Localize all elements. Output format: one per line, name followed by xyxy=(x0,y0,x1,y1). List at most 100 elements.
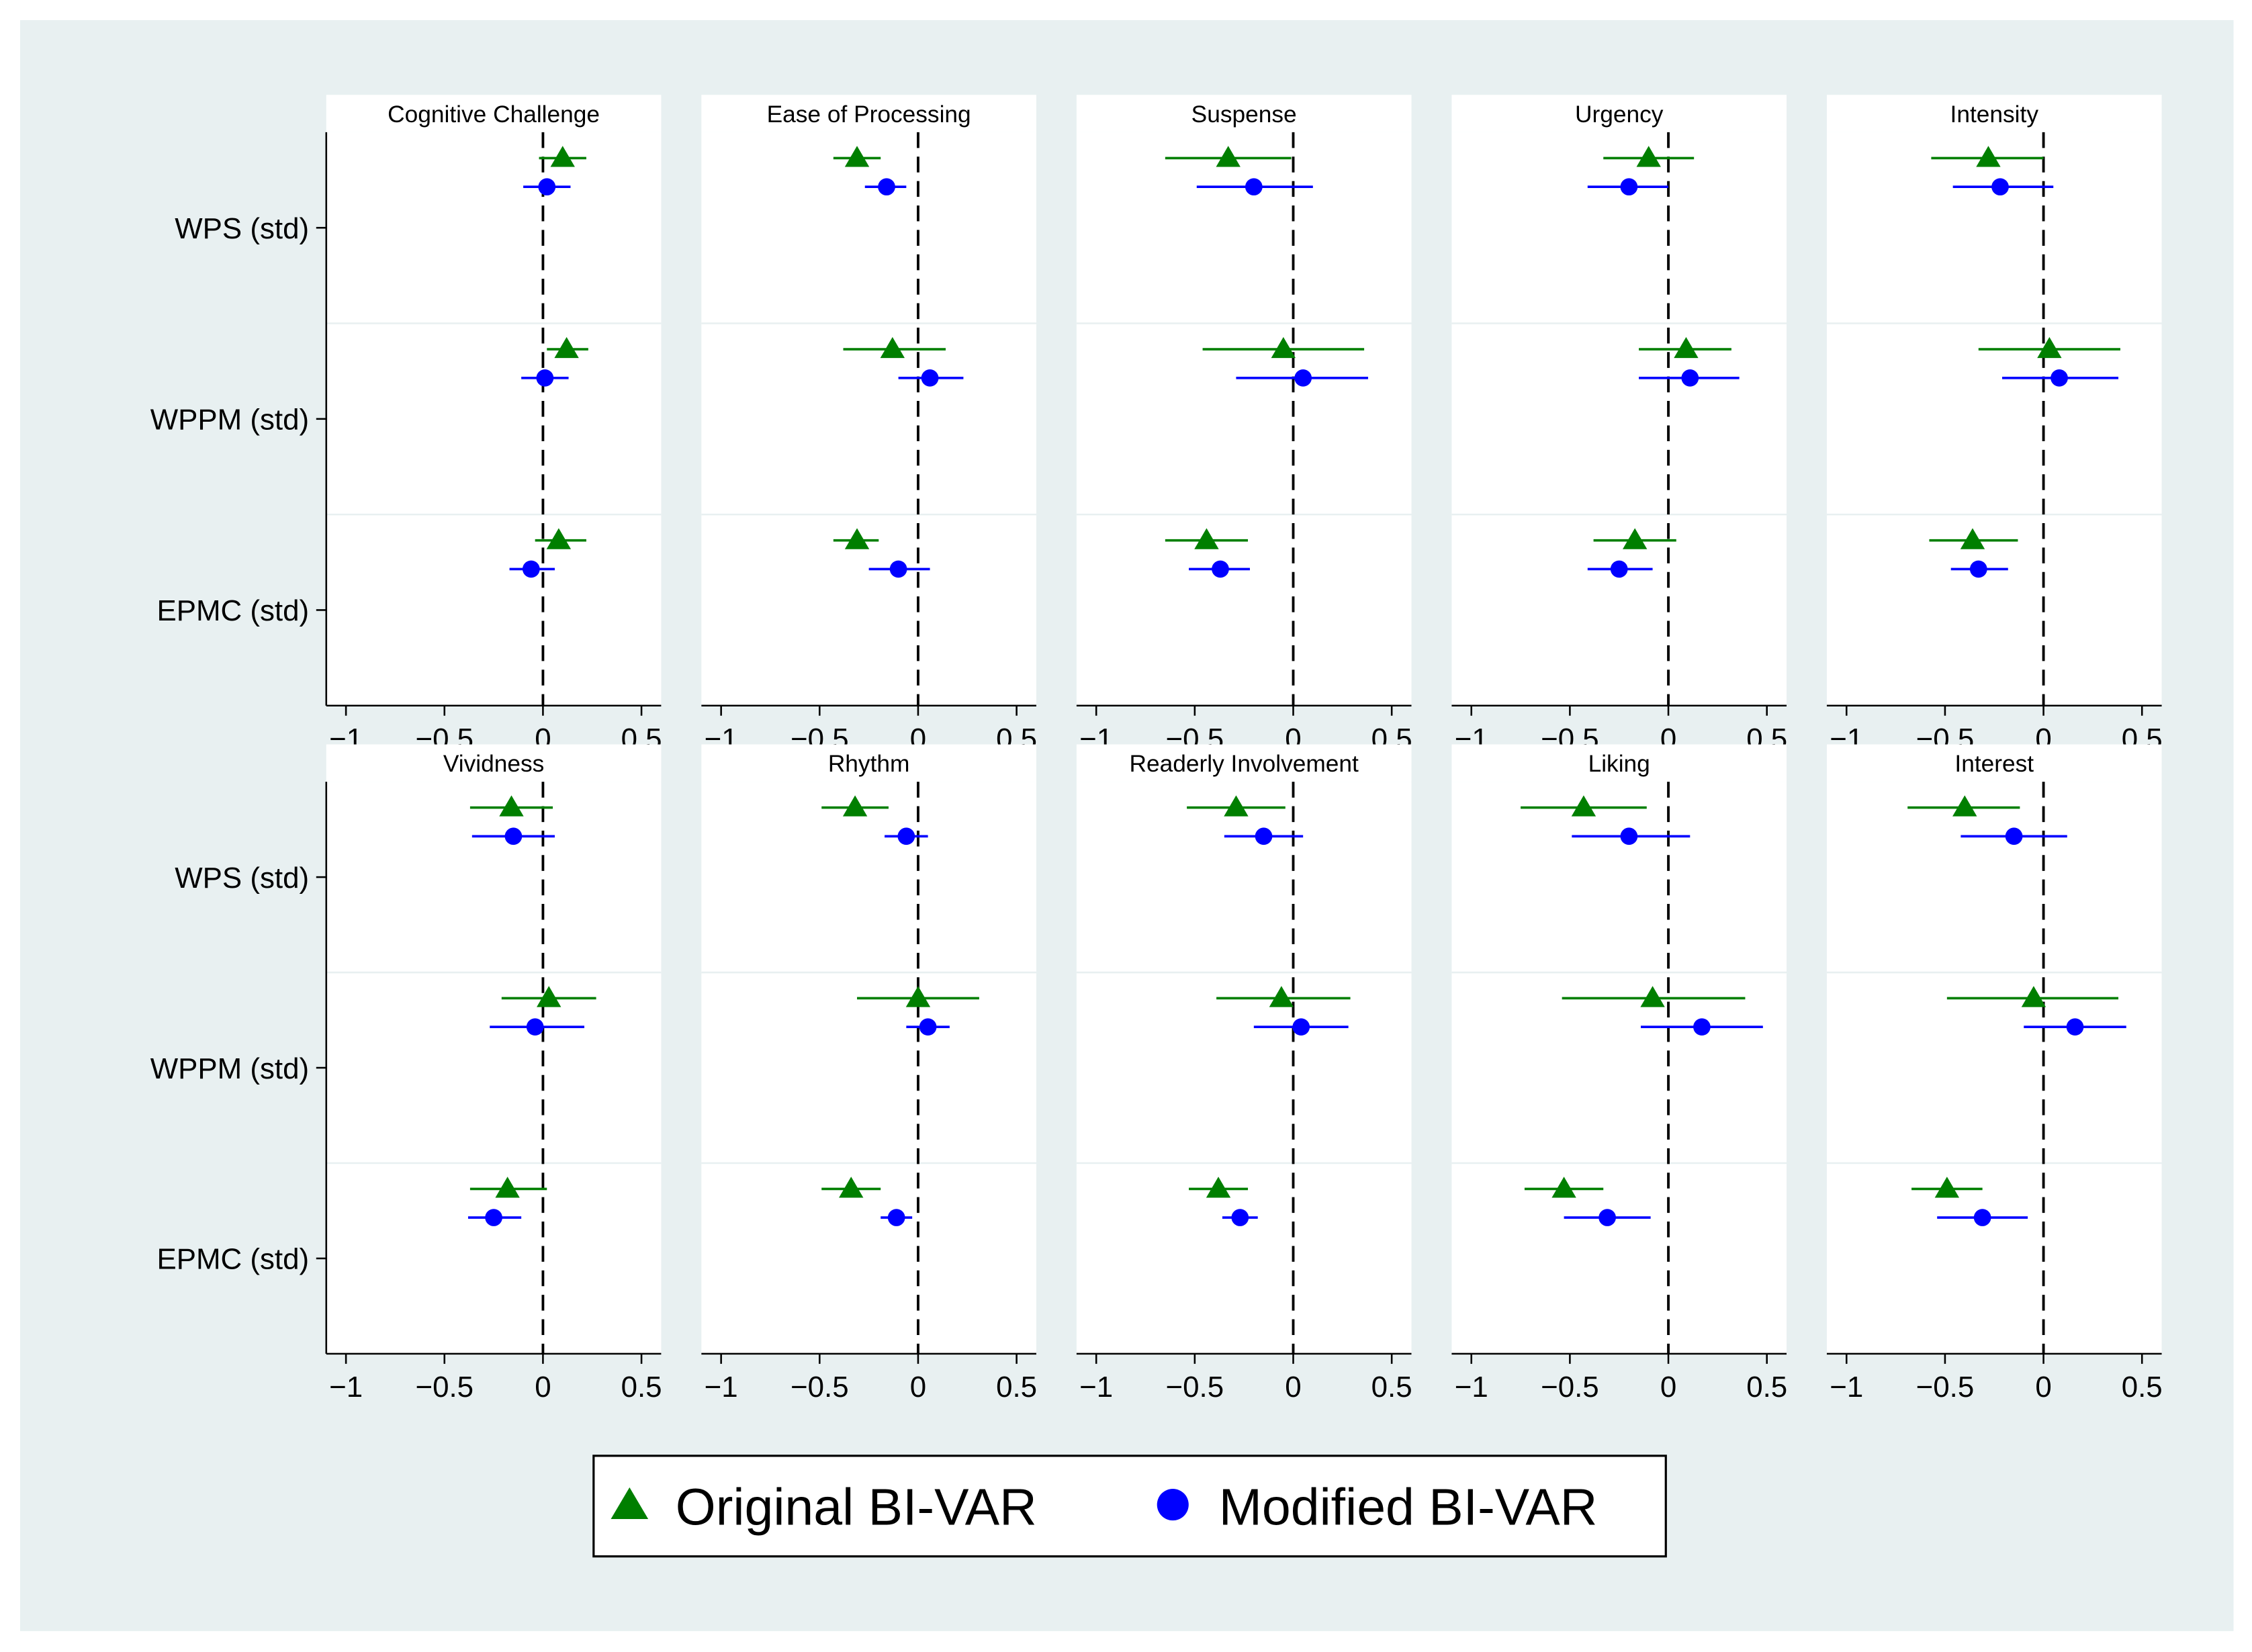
modified-estimate xyxy=(1598,1209,1616,1226)
panel-plot-area xyxy=(1451,132,1787,706)
panel-title-strip xyxy=(1076,95,1412,132)
panel-10 xyxy=(1826,744,2162,1364)
row-label: WPS (std) xyxy=(175,212,309,245)
modified-estimate xyxy=(897,827,915,845)
original-estimate xyxy=(1636,146,1661,167)
panel-1 xyxy=(316,95,662,716)
panel-8 xyxy=(1076,744,1412,1364)
panel-title: Interest xyxy=(1954,751,2034,777)
original-estimate xyxy=(839,1177,864,1198)
original-estimate xyxy=(499,795,524,817)
x-tick-label: 0.5 xyxy=(621,1371,662,1404)
x-tick-label: 0.5 xyxy=(1746,1371,1787,1404)
x-tick-label: −0.5 xyxy=(1166,1371,1224,1404)
original-estimate xyxy=(905,986,931,1007)
modified-estimate xyxy=(1245,178,1263,196)
x-tick-label: 0 xyxy=(1285,1371,1301,1404)
original-estimate xyxy=(842,795,868,817)
modified-estimate xyxy=(2005,827,2023,845)
modified-estimate xyxy=(1255,827,1273,845)
modified-estimate xyxy=(1681,369,1699,387)
legend-label-original: Original BI-VAR xyxy=(676,1478,1037,1536)
modified-estimate xyxy=(1620,827,1638,845)
x-tick-label: 0 xyxy=(535,1371,551,1404)
panel-plot-area xyxy=(701,782,1036,1354)
x-tick-label: −0.5 xyxy=(415,1371,474,1404)
x-tick-label: −0.5 xyxy=(1916,1371,1975,1404)
modified-estimate xyxy=(887,1209,905,1226)
x-tick-label: 0.5 xyxy=(996,1371,1037,1404)
panel-title: Suspense xyxy=(1191,101,1297,128)
panel-title-strip xyxy=(1826,95,2162,132)
original-estimate xyxy=(1194,528,1219,549)
panel-plot-area xyxy=(1826,782,2162,1354)
original-estimate xyxy=(554,336,579,359)
modified-estimate xyxy=(2051,369,2068,387)
original-estimate xyxy=(1206,1177,1231,1198)
original-estimate xyxy=(880,336,905,359)
x-tick-label: −0.5 xyxy=(791,1371,849,1404)
modified-estimate xyxy=(878,178,895,196)
modified-estimate xyxy=(522,560,540,578)
original-estimate xyxy=(1571,795,1596,817)
original-estimate xyxy=(550,146,575,167)
original-estimate xyxy=(844,146,870,167)
panel-title-strip xyxy=(701,744,1036,782)
original-estimate xyxy=(1640,986,1665,1007)
modified-estimate xyxy=(921,369,939,387)
panel-2 xyxy=(701,95,1036,716)
original-estimate xyxy=(2021,986,2046,1007)
x-tick-label: −1 xyxy=(1830,1371,1863,1404)
original-estimate xyxy=(1269,986,1294,1007)
panel-title: Intensity xyxy=(1950,101,2039,128)
modified-estimate xyxy=(1231,1209,1249,1226)
modified-estimate xyxy=(1212,560,1229,578)
row-label: EPMC (std) xyxy=(156,594,309,627)
x-tick-label: 0.5 xyxy=(1371,1371,1412,1404)
modified-estimate xyxy=(1610,560,1628,578)
modified-estimate xyxy=(1292,1018,1310,1036)
original-estimate xyxy=(1271,336,1296,359)
panel-5 xyxy=(1826,95,2162,716)
original-estimate xyxy=(1960,528,1985,549)
original-estimate xyxy=(1976,146,2001,167)
x-tick-label: −1 xyxy=(1079,1371,1113,1404)
original-estimate xyxy=(1674,336,1699,359)
x-tick-label: 0.5 xyxy=(2122,1371,2163,1404)
legend-box xyxy=(592,1455,1667,1558)
panel-title-strip xyxy=(326,744,662,782)
x-tick-label: 0 xyxy=(2035,1371,2051,1404)
panel-4 xyxy=(1451,95,1787,716)
modified-estimate xyxy=(1620,178,1638,196)
modified-estimate xyxy=(1973,1209,1991,1226)
panel-title-strip xyxy=(1451,95,1787,132)
panel-plot-area xyxy=(701,132,1036,706)
modified-estimate xyxy=(1294,369,1312,387)
modified-estimate xyxy=(536,369,554,387)
panel-title: Rhythm xyxy=(828,751,910,777)
x-tick-label: 0 xyxy=(910,1371,926,1404)
panel-title: Readerly Involvement xyxy=(1129,751,1359,777)
panel-plot-area xyxy=(1826,132,2162,706)
x-tick-label: 0 xyxy=(1660,1371,1676,1404)
row-label: WPPM (std) xyxy=(150,404,309,437)
panel-title-strip xyxy=(1076,744,1412,782)
panel-title-strip xyxy=(701,95,1036,132)
panel-6 xyxy=(316,744,662,1364)
x-tick-label: −1 xyxy=(329,1371,363,1404)
original-estimate xyxy=(495,1177,520,1198)
panel-title-strip xyxy=(1451,744,1787,782)
modified-estimate xyxy=(1991,178,2009,196)
legend-label-modified: Modified BI-VAR xyxy=(1219,1478,1598,1536)
modified-estimate xyxy=(1969,560,1987,578)
original-estimate xyxy=(1224,795,1249,817)
original-estimate xyxy=(546,528,572,549)
original-estimate xyxy=(1622,528,1648,549)
row-label: EPMC (std) xyxy=(156,1243,309,1276)
original-estimate xyxy=(844,528,870,549)
modified-estimate xyxy=(504,827,523,845)
modified-estimate xyxy=(2066,1018,2084,1036)
original-estimate xyxy=(1216,146,1241,167)
panel-title-strip xyxy=(326,95,662,132)
